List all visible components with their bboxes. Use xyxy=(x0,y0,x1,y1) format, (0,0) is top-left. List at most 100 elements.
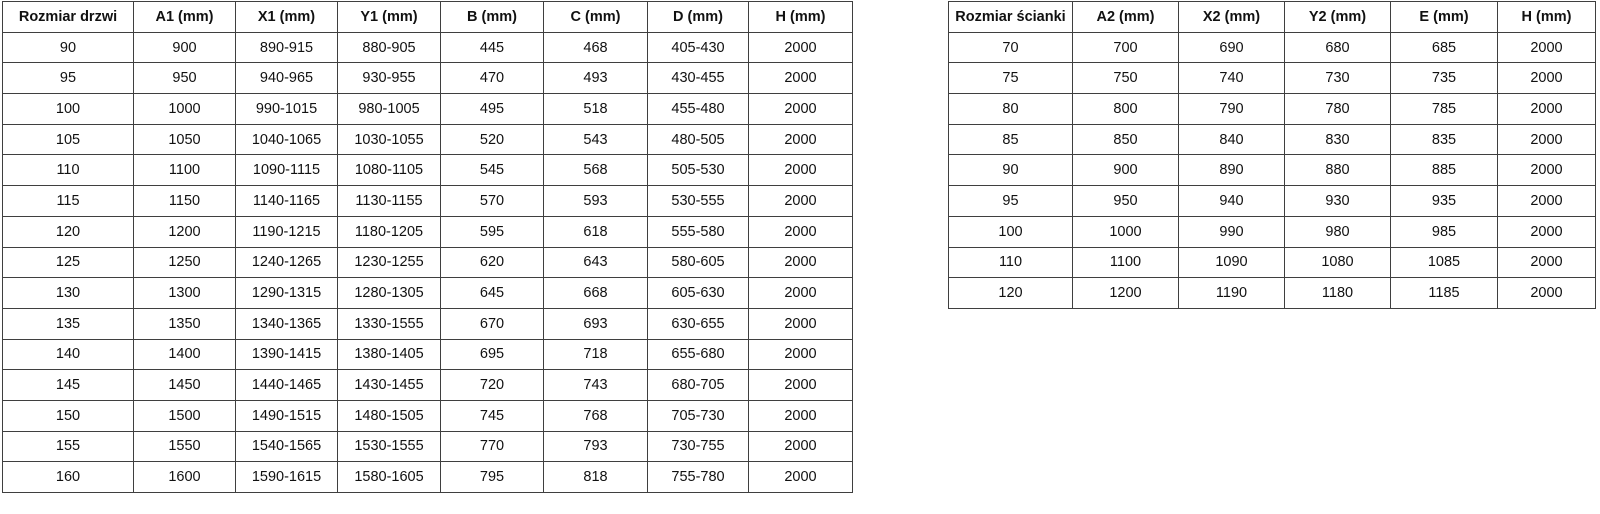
cell: 1600 xyxy=(133,461,236,493)
cell: 890-915 xyxy=(235,31,338,64)
cell: 1490-1515 xyxy=(235,399,338,432)
table-row: 90 900 890-915 880-905 445 468 405-430 2000 xyxy=(2,31,853,64)
table-row: 70 700 690 680 685 2000 xyxy=(948,31,1596,64)
header-cell: A1 (mm) xyxy=(133,1,236,33)
header-row: Rozmiar drzwi A1 (mm) X1 (mm) Y1 (mm) B (mm)… xyxy=(2,1,853,33)
cell: 1480-1505 xyxy=(337,399,441,432)
cell: 880-905 xyxy=(337,31,441,64)
table-row: 135 1350 1340-1365 1330-1555 670 693 630-655 20… xyxy=(2,307,853,340)
cell: 735 xyxy=(1390,62,1498,95)
cell: 840 xyxy=(1178,123,1285,156)
cell: 770 xyxy=(440,430,544,463)
cell: 700 xyxy=(1072,31,1179,64)
table-row: 110 1100 1090 1080 1085 2000 xyxy=(948,246,1596,279)
cell: 1090-1115 xyxy=(235,154,338,187)
cell: 1150 xyxy=(133,185,236,217)
cell: 1140-1165 xyxy=(235,185,338,217)
cell: 150 xyxy=(2,399,134,432)
cell: 835 xyxy=(1390,123,1498,156)
cell: 705-730 xyxy=(647,399,749,432)
cell: 2000 xyxy=(1497,123,1596,156)
cell: 545 xyxy=(440,154,544,187)
cell: 2000 xyxy=(748,93,853,125)
cell: 2000 xyxy=(748,215,853,248)
table-row: 150 1500 1490-1515 1480-1505 745 768 705-730 20… xyxy=(2,399,853,432)
cell: 990-1015 xyxy=(235,93,338,125)
cell: 1400 xyxy=(133,338,236,371)
cell: 405-430 xyxy=(647,31,749,64)
cell: 785 xyxy=(1390,93,1498,125)
cell: 1300 xyxy=(133,277,236,309)
cell: 2000 xyxy=(748,123,853,156)
cell: 543 xyxy=(543,123,648,156)
cell: 593 xyxy=(543,185,648,217)
header-cell: H (mm) xyxy=(748,1,853,33)
cell: 2000 xyxy=(748,307,853,340)
cell: 643 xyxy=(543,246,648,279)
table-row: 90 900 890 880 885 2000 xyxy=(948,154,1596,187)
cell: 2000 xyxy=(1497,277,1596,309)
cell: 445 xyxy=(440,31,544,64)
cell: 680-705 xyxy=(647,369,749,401)
cell: 85 xyxy=(948,123,1073,156)
cell: 140 xyxy=(2,338,134,371)
cell: 2000 xyxy=(748,277,853,309)
cell: 680 xyxy=(1284,31,1391,64)
cell: 1190-1215 xyxy=(235,215,338,248)
door-size-table: Rozmiar drzwi A1 (mm) X1 (mm) Y1 (mm) B (mm)… xyxy=(2,1,853,493)
cell: 2000 xyxy=(748,369,853,401)
cell: 130 xyxy=(2,277,134,309)
cell: 750 xyxy=(1072,62,1179,95)
cell: 693 xyxy=(543,307,648,340)
cell: 75 xyxy=(948,62,1073,95)
cell: 1550 xyxy=(133,430,236,463)
cell: 135 xyxy=(2,307,134,340)
table-row: 140 1400 1390-1415 1380-1405 695 718 655-680 20… xyxy=(2,338,853,371)
table-row: 120 1200 1190 1180 1185 2000 xyxy=(948,277,1596,309)
cell: 520 xyxy=(440,123,544,156)
cell: 568 xyxy=(543,154,648,187)
cell: 1380-1405 xyxy=(337,338,441,371)
cell: 818 xyxy=(543,461,648,493)
cell: 1130-1155 xyxy=(337,185,441,217)
cell: 718 xyxy=(543,338,648,371)
header-row: Rozmiar ścianki A2 (mm) X2 (mm) Y2 (mm) E (m… xyxy=(948,1,1596,33)
cell: 105 xyxy=(2,123,134,156)
cell: 695 xyxy=(440,338,544,371)
cell: 793 xyxy=(543,430,648,463)
cell: 70 xyxy=(948,31,1073,64)
header-cell: E (mm) xyxy=(1390,1,1498,33)
cell: 980-1005 xyxy=(337,93,441,125)
table-row: 155 1550 1540-1565 1530-1555 770 793 730-755 20… xyxy=(2,430,853,463)
cell: 1200 xyxy=(1072,277,1179,309)
cell: 618 xyxy=(543,215,648,248)
table-row: 120 1200 1190-1215 1180-1205 595 618 555-580 20… xyxy=(2,215,853,248)
table-row: 110 1100 1090-1115 1080-1105 545 568 505-530 20… xyxy=(2,154,853,187)
cell: 890 xyxy=(1178,154,1285,187)
cell: 745 xyxy=(440,399,544,432)
cell: 1540-1565 xyxy=(235,430,338,463)
header-cell: Rozmiar ścianki xyxy=(948,1,1073,33)
cell: 2000 xyxy=(748,338,853,371)
cell: 1500 xyxy=(133,399,236,432)
cell: 2000 xyxy=(1497,62,1596,95)
cell: 950 xyxy=(1072,185,1179,217)
cell: 655-680 xyxy=(647,338,749,371)
cell: 1080 xyxy=(1284,246,1391,279)
cell: 1190 xyxy=(1178,277,1285,309)
cell: 1350 xyxy=(133,307,236,340)
cell: 1185 xyxy=(1390,277,1498,309)
cell: 1530-1555 xyxy=(337,430,441,463)
cell: 1390-1415 xyxy=(235,338,338,371)
cell: 830 xyxy=(1284,123,1391,156)
header-cell: Y2 (mm) xyxy=(1284,1,1391,33)
cell: 950 xyxy=(133,62,236,95)
cell: 850 xyxy=(1072,123,1179,156)
cell: 1000 xyxy=(133,93,236,125)
cell: 990 xyxy=(1178,215,1285,248)
cell: 720 xyxy=(440,369,544,401)
cell: 90 xyxy=(948,154,1073,187)
cell: 730 xyxy=(1284,62,1391,95)
cell: 885 xyxy=(1390,154,1498,187)
cell: 668 xyxy=(543,277,648,309)
